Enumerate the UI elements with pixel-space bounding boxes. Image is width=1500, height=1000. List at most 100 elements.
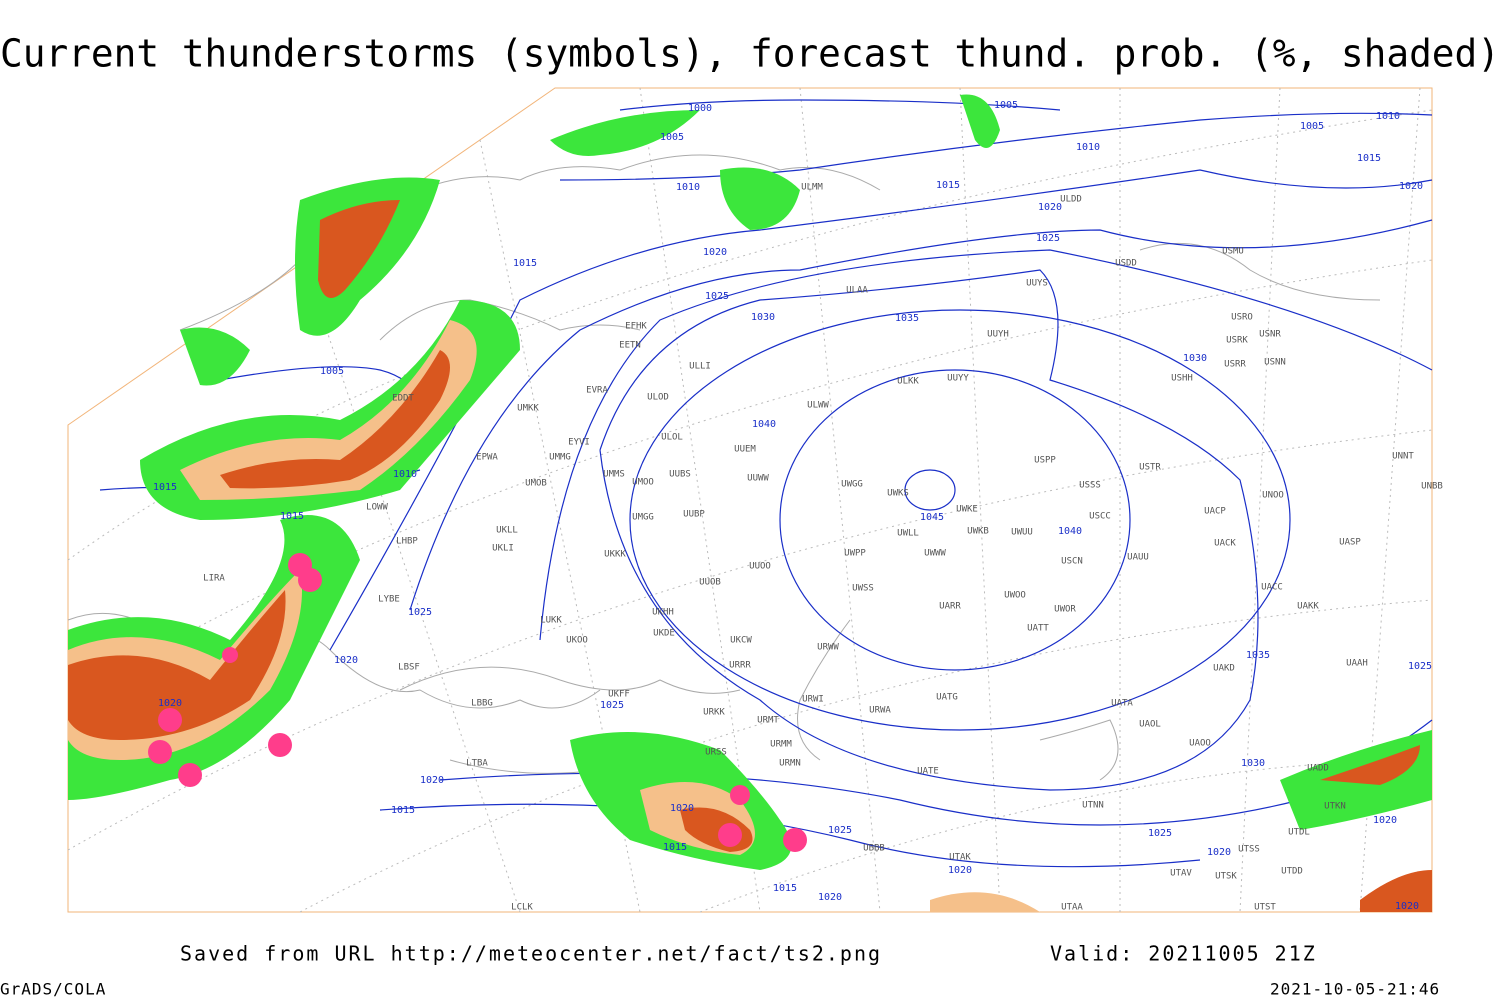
isobar-label: 1020 (948, 865, 972, 876)
station-label: URKK (703, 708, 725, 718)
station-label: URWI (802, 695, 824, 705)
station-label: EPWA (476, 453, 498, 463)
station-label: UATE (917, 767, 939, 777)
isobar-label: 1015 (936, 180, 960, 191)
station-label: UTDD (1281, 867, 1303, 877)
station-label: UUWW (747, 474, 769, 484)
isobar-label: 1025 (408, 607, 432, 618)
isobar-label: 1005 (320, 366, 344, 377)
station-label: URWW (817, 643, 839, 653)
station-label: USCN (1061, 557, 1083, 567)
station-label: USPP (1034, 456, 1056, 466)
station-label: UAAH (1346, 659, 1368, 669)
station-label: UTSS (1238, 845, 1260, 855)
station-label: UWOR (1054, 605, 1076, 615)
station-label: URMM (770, 740, 792, 750)
station-label: LBSF (398, 663, 420, 673)
thunderstorm-symbols (148, 553, 807, 852)
station-label: UWLL (897, 529, 919, 539)
station-label: USRR (1224, 360, 1246, 370)
isobar-label: 1025 (1148, 828, 1172, 839)
station-label: UKFF (608, 690, 630, 700)
isobars (99, 99, 1433, 868)
station-label: LUKK (540, 616, 562, 626)
station-label: UKOO (566, 636, 588, 646)
isobar-label: 1020 (1207, 847, 1231, 858)
isobar-label: 1015 (280, 511, 304, 522)
station-label: ULWW (807, 401, 829, 411)
isobar-label: 1000 (688, 103, 712, 114)
station-label: EETN (619, 341, 641, 351)
station-label: ULOL (661, 433, 683, 443)
station-label: UUBP (683, 510, 705, 520)
isobar-label: 1010 (1076, 142, 1100, 153)
station-label: USMU (1222, 247, 1244, 257)
isobar-label: 1010 (1376, 111, 1400, 122)
station-label: UWUU (1011, 528, 1033, 538)
station-label: UAKD (1213, 664, 1235, 674)
station-label: UKLI (492, 544, 514, 554)
station-label: ULDD (1060, 195, 1082, 205)
isobar-label: 1045 (920, 512, 944, 523)
isobar-label: 1015 (391, 805, 415, 816)
station-label: ULMM (801, 183, 823, 193)
station-label: USDD (1115, 259, 1137, 269)
station-label: UUOO (749, 562, 771, 572)
station-label: EVRA (586, 386, 608, 396)
station-label: UKDE (653, 629, 675, 639)
software: GrADS/COLA (0, 980, 106, 999)
station-label: UUYH (987, 330, 1009, 340)
station-label: UWPP (844, 549, 866, 559)
station-label: UATT (1027, 624, 1049, 634)
station-label: UUYY (947, 374, 969, 384)
timestamp: 2021-10-05-21:46 (1270, 980, 1440, 999)
station-label: UKKK (604, 550, 626, 560)
isobar-label: 1020 (703, 247, 727, 258)
station-label: UKLL (496, 526, 518, 536)
isobar-label: 1025 (828, 825, 852, 836)
title: Current thunderstorms (symbols), forecas… (0, 32, 1500, 76)
station-label: UNBB (1421, 482, 1443, 492)
station-label: LHBP (396, 537, 418, 547)
station-label: UUOB (699, 578, 721, 588)
isobar-label: 1030 (751, 312, 775, 323)
isobar-label: 1005 (994, 100, 1018, 111)
station-label: UWKE (956, 505, 978, 515)
map: 1000 1005 1005 1005 1010 1010 1010 1015 1015 1015… (67, 87, 1443, 913)
station-label: UTKN (1324, 802, 1346, 812)
station-label: UWWW (924, 549, 946, 559)
isobar-label: 1025 (1408, 661, 1432, 672)
station-label: UWKS (887, 489, 909, 499)
isobar-label: 1015 (153, 482, 177, 493)
station-label: UUBS (669, 470, 691, 480)
station-label: ULLI (689, 362, 711, 372)
station-label: UATA (1111, 699, 1133, 709)
isobar-label: 1020 (1373, 815, 1397, 826)
isobar-label: 1020 (670, 803, 694, 814)
isobar-label: 1005 (660, 132, 684, 143)
station-label: UTAV (1170, 869, 1192, 879)
isobar-label: 1015 (513, 258, 537, 269)
source-url: Saved from URL http://meteocenter.net/fa… (180, 942, 882, 966)
isobar-label: 1015 (773, 883, 797, 894)
isobar-label: 1020 (334, 655, 358, 666)
station-label: LCLK (511, 903, 533, 913)
isobar-label: 1040 (1058, 526, 1082, 537)
station-label: UAUU (1127, 553, 1149, 563)
isobar-label: 1025 (600, 700, 624, 711)
station-label: USHH (1171, 374, 1193, 384)
isobar-label: 1030 (1183, 353, 1207, 364)
station-label: UMOB (525, 479, 547, 489)
isobar-label: 1035 (1246, 650, 1270, 661)
station-label: UAOO (1189, 739, 1211, 749)
station-label: EFHK (625, 322, 647, 332)
station-label: UWSS (852, 584, 874, 594)
isobar-label: 1020 (158, 698, 182, 709)
station-label: UACP (1204, 507, 1226, 517)
station-label: UMGG (632, 513, 654, 523)
station-label: USRO (1231, 313, 1253, 323)
station-label: USRK (1226, 336, 1248, 346)
station-label: UUYS (1026, 279, 1048, 289)
isobar-label: 1025 (705, 291, 729, 302)
